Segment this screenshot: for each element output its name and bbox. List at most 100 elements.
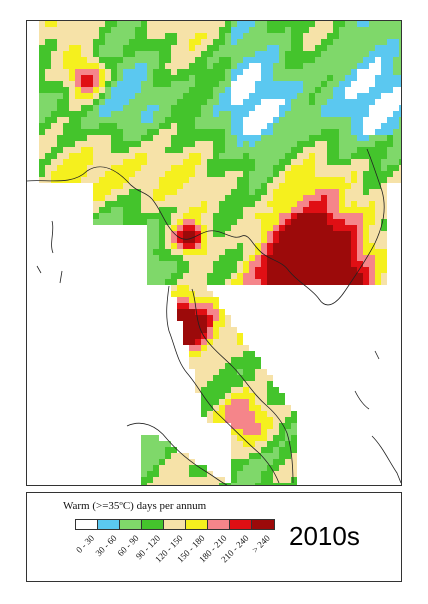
raster-cell xyxy=(99,123,105,129)
raster-cell xyxy=(231,333,237,339)
raster-cell xyxy=(321,51,327,57)
raster-cell xyxy=(243,483,249,485)
raster-cell xyxy=(129,99,135,105)
legend-swatch xyxy=(186,520,208,529)
raster-cell xyxy=(249,93,255,99)
raster-cell xyxy=(321,189,327,195)
raster-cell xyxy=(231,159,237,165)
raster-cell xyxy=(309,75,315,81)
raster-cell xyxy=(195,381,201,387)
raster-cell xyxy=(279,249,285,255)
raster-cell xyxy=(309,147,315,153)
raster-cell xyxy=(231,351,237,357)
raster-cell xyxy=(81,135,87,141)
raster-cell xyxy=(309,57,315,63)
raster-cell xyxy=(201,369,207,375)
raster-cell xyxy=(183,315,189,321)
raster-cell xyxy=(135,111,141,117)
raster-cell xyxy=(45,39,51,45)
raster-cell xyxy=(81,69,87,75)
raster-cell xyxy=(249,411,255,417)
raster-cell xyxy=(225,87,231,93)
raster-cell xyxy=(51,153,57,159)
raster-cell xyxy=(213,183,219,189)
raster-cell xyxy=(267,477,273,483)
raster-cell xyxy=(267,399,273,405)
raster-cell xyxy=(321,21,327,27)
raster-cell xyxy=(261,105,267,111)
raster-cell xyxy=(375,51,381,57)
raster-cell xyxy=(195,57,201,63)
raster-cell xyxy=(363,147,369,153)
raster-cell xyxy=(381,147,387,153)
raster-cell xyxy=(117,147,123,153)
raster-cell xyxy=(195,465,201,471)
raster-cell xyxy=(273,243,279,249)
raster-cell xyxy=(207,369,213,375)
raster-cell xyxy=(285,63,291,69)
raster-cell xyxy=(219,171,225,177)
raster-cell xyxy=(249,231,255,237)
raster-cell xyxy=(369,177,375,183)
raster-cell xyxy=(219,243,225,249)
raster-cell xyxy=(279,243,285,249)
raster-cell xyxy=(159,201,165,207)
raster-cell xyxy=(213,57,219,63)
raster-cell xyxy=(279,477,285,483)
raster-cell xyxy=(195,75,201,81)
raster-cell xyxy=(303,261,309,267)
raster-cell xyxy=(333,165,339,171)
raster-cell xyxy=(189,309,195,315)
raster-cell xyxy=(261,153,267,159)
raster-cell xyxy=(303,273,309,279)
raster-cell xyxy=(177,291,183,297)
raster-cell xyxy=(165,93,171,99)
raster-cell xyxy=(291,45,297,51)
raster-cell xyxy=(123,183,129,189)
raster-cell xyxy=(207,81,213,87)
raster-cell xyxy=(279,231,285,237)
raster-cell xyxy=(273,273,279,279)
raster-cell xyxy=(105,27,111,33)
raster-cell xyxy=(75,81,81,87)
raster-cell xyxy=(237,273,243,279)
raster-cell xyxy=(213,405,219,411)
raster-cell xyxy=(357,231,363,237)
raster-cell xyxy=(159,273,165,279)
raster-cell xyxy=(189,153,195,159)
raster-cell xyxy=(99,39,105,45)
raster-cell xyxy=(189,321,195,327)
raster-cell xyxy=(159,177,165,183)
raster-cell xyxy=(171,273,177,279)
raster-cell xyxy=(93,27,99,33)
raster-cell xyxy=(201,267,207,273)
raster-cell xyxy=(219,57,225,63)
raster-cell xyxy=(141,465,147,471)
raster-cell xyxy=(291,165,297,171)
raster-cell xyxy=(243,249,249,255)
raster-cell xyxy=(297,27,303,33)
raster-cell xyxy=(225,57,231,63)
raster-cell xyxy=(237,339,243,345)
raster-cell xyxy=(63,33,69,39)
raster-cell xyxy=(333,57,339,63)
raster-cell xyxy=(333,39,339,45)
raster-cell xyxy=(225,231,231,237)
raster-cell xyxy=(231,87,237,93)
raster-cell xyxy=(177,225,183,231)
raster-cell xyxy=(267,471,273,477)
raster-cell xyxy=(285,159,291,165)
raster-cell xyxy=(315,207,321,213)
raster-cell xyxy=(195,69,201,75)
raster-cell xyxy=(357,267,363,273)
raster-cell xyxy=(111,201,117,207)
raster-cell xyxy=(255,189,261,195)
raster-cell xyxy=(195,357,201,363)
raster-cell xyxy=(237,153,243,159)
raster-cell xyxy=(63,51,69,57)
raster-cell xyxy=(345,255,351,261)
raster-cell xyxy=(183,267,189,273)
raster-cell xyxy=(57,141,63,147)
raster-cell xyxy=(279,99,285,105)
raster-cell xyxy=(357,87,363,93)
